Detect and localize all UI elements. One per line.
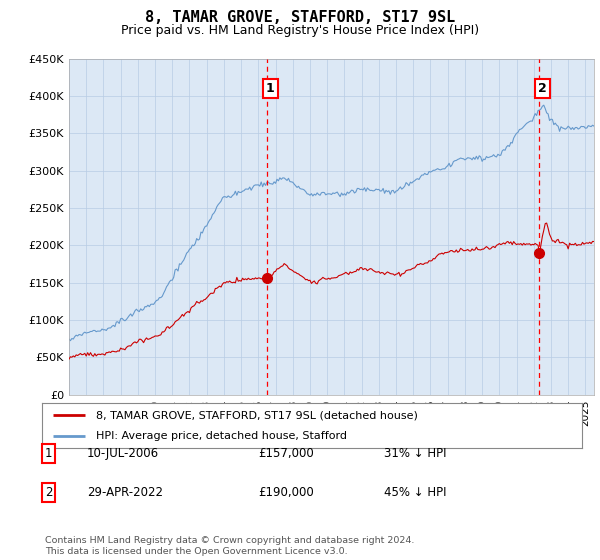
Text: Contains HM Land Registry data © Crown copyright and database right 2024.
This d: Contains HM Land Registry data © Crown c… bbox=[45, 536, 415, 556]
Text: HPI: Average price, detached house, Stafford: HPI: Average price, detached house, Staf… bbox=[96, 431, 347, 441]
Text: 2: 2 bbox=[45, 486, 53, 500]
Text: 1: 1 bbox=[266, 82, 274, 95]
Text: 10-JUL-2006: 10-JUL-2006 bbox=[87, 447, 159, 460]
Text: £157,000: £157,000 bbox=[258, 447, 314, 460]
Text: 31% ↓ HPI: 31% ↓ HPI bbox=[384, 447, 446, 460]
Text: £190,000: £190,000 bbox=[258, 486, 314, 500]
Text: 2: 2 bbox=[538, 82, 547, 95]
Text: Price paid vs. HM Land Registry's House Price Index (HPI): Price paid vs. HM Land Registry's House … bbox=[121, 24, 479, 36]
Text: 8, TAMAR GROVE, STAFFORD, ST17 9SL: 8, TAMAR GROVE, STAFFORD, ST17 9SL bbox=[145, 10, 455, 25]
Text: 1: 1 bbox=[45, 447, 53, 460]
Text: 45% ↓ HPI: 45% ↓ HPI bbox=[384, 486, 446, 500]
Text: 29-APR-2022: 29-APR-2022 bbox=[87, 486, 163, 500]
Text: 8, TAMAR GROVE, STAFFORD, ST17 9SL (detached house): 8, TAMAR GROVE, STAFFORD, ST17 9SL (deta… bbox=[96, 410, 418, 421]
